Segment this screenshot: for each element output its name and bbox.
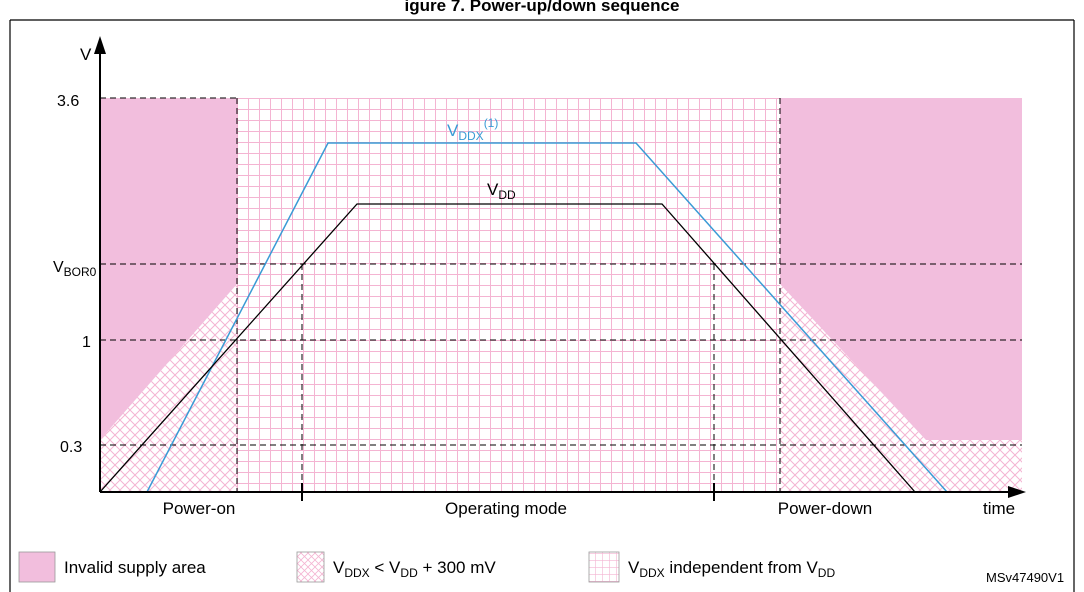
y-tick-3.6: 3.6 bbox=[57, 93, 79, 110]
phase-power-down: Power-down bbox=[778, 499, 873, 518]
y-axis-label: V bbox=[80, 45, 92, 64]
legend-invalid-label: Invalid supply area bbox=[64, 558, 206, 577]
y-tick-1: 1 bbox=[82, 334, 91, 351]
vddx-label: VDDX(1) bbox=[447, 116, 498, 143]
y-tick-vbor0: VBOR0 bbox=[53, 259, 97, 279]
x-axis-arrow bbox=[1008, 486, 1026, 498]
vdd-curve bbox=[99, 203, 916, 493]
legend-swatch-invalid bbox=[18, 551, 56, 583]
y-axis-arrow bbox=[94, 36, 106, 54]
phase-power-on: Power-on bbox=[163, 499, 236, 518]
invalid-area-power-down bbox=[780, 98, 1022, 440]
figure-reference-id: MSv47490V1 bbox=[986, 570, 1064, 585]
legend-conditional-label: VDDX < VDD + 300 mV bbox=[333, 558, 496, 580]
legend-swatch-independent bbox=[588, 551, 620, 583]
legend-independent-label: VDDX independent from VDD bbox=[628, 558, 835, 580]
y-tick-0.3: 0.3 bbox=[60, 439, 82, 456]
independent-area bbox=[237, 98, 780, 492]
conditional-area-power-down bbox=[780, 284, 1022, 492]
figure-title: igure 7. Power-up/down sequence bbox=[405, 0, 680, 15]
phase-operating-mode: Operating mode bbox=[445, 499, 567, 518]
vddx-curve bbox=[146, 142, 948, 493]
legend-swatch-conditional bbox=[296, 551, 325, 583]
conditional-area-power-on bbox=[100, 284, 237, 492]
reference-lines bbox=[100, 97, 1022, 492]
invalid-area-power-on bbox=[100, 98, 237, 440]
vdd-label: VDD bbox=[487, 180, 516, 202]
x-axis-label: time bbox=[983, 499, 1015, 518]
